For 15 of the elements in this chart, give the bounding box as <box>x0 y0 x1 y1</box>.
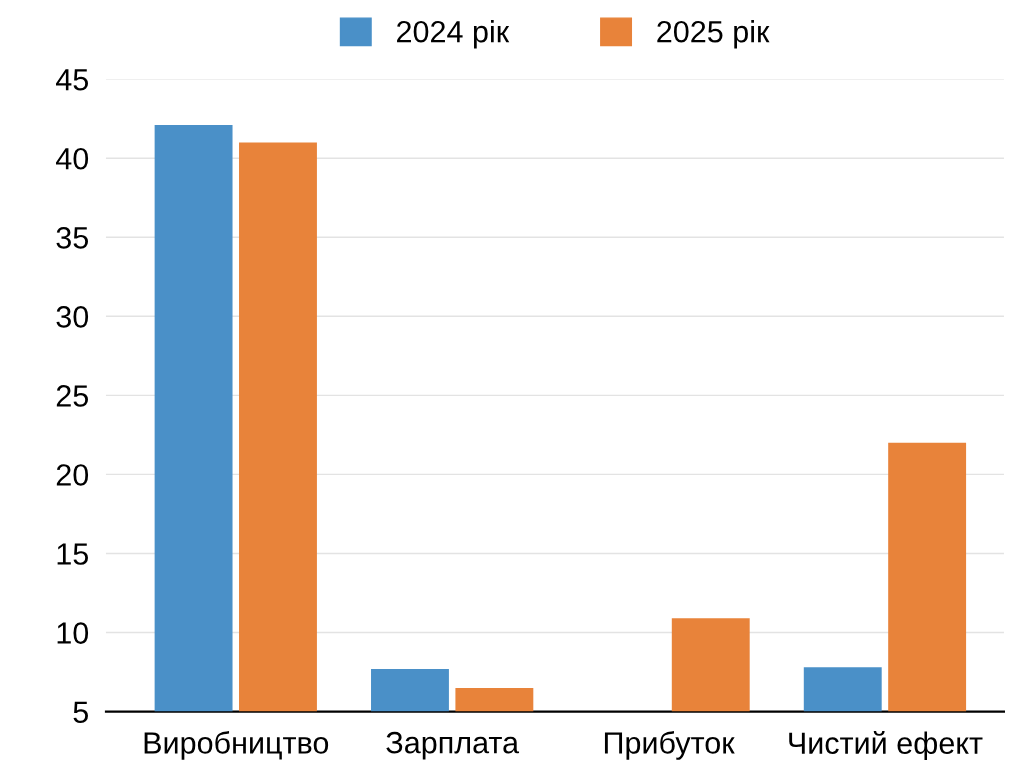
y-tick-label: 20 <box>56 464 89 486</box>
y-tick-label: 30 <box>56 306 89 328</box>
legend-label: 2024 рік <box>397 20 510 49</box>
y-tick-label: 15 <box>57 543 88 565</box>
y-tick-label: 25 <box>56 385 88 407</box>
y-tick-label: 35 <box>56 227 88 249</box>
x-tick-label: Прибуток <box>604 731 735 760</box>
y-tick-label: 5 <box>73 701 88 723</box>
y-tick-label: 45 <box>56 69 88 91</box>
x-tick-label: Виробництво <box>144 731 329 760</box>
y-tick-label: 40 <box>56 147 89 170</box>
y-tick-label: 10 <box>57 622 89 644</box>
x-tick-label: Зарплата <box>386 731 520 760</box>
legend-label: 2025 рік <box>657 20 770 49</box>
x-tick-label: Чистий ефект <box>789 731 983 761</box>
